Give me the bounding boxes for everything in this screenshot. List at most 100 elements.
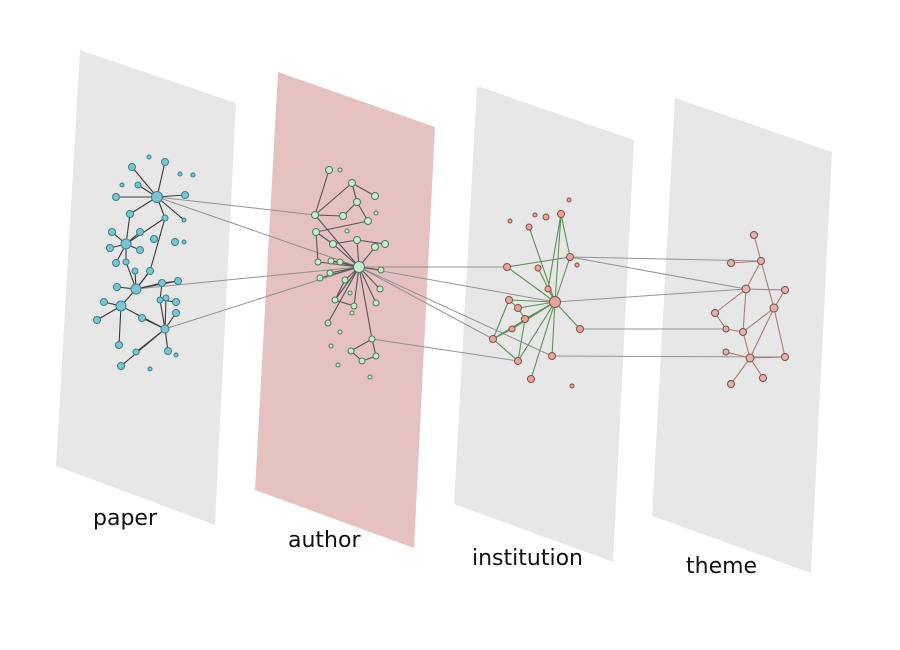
institution-node bbox=[566, 197, 572, 203]
paper-node bbox=[162, 294, 170, 302]
institution-edge bbox=[492, 338, 519, 362]
paper-node bbox=[126, 210, 134, 218]
author-node bbox=[348, 179, 356, 187]
paper-node bbox=[128, 163, 136, 171]
author-node bbox=[364, 217, 372, 225]
paper-network bbox=[93, 154, 196, 372]
inter-layer-edge bbox=[164, 266, 360, 330]
paper-node bbox=[150, 235, 158, 243]
institution-edge bbox=[506, 266, 556, 303]
paper-node bbox=[122, 258, 130, 266]
theme-edge bbox=[730, 357, 751, 385]
paper-node bbox=[172, 309, 180, 317]
institution-edge bbox=[547, 213, 562, 290]
institution-node bbox=[521, 315, 529, 323]
author-node bbox=[341, 276, 349, 284]
theme-node bbox=[741, 284, 751, 294]
author-edge bbox=[327, 266, 360, 324]
theme-edge bbox=[773, 307, 786, 358]
institution-node bbox=[569, 383, 575, 389]
institution-node bbox=[514, 304, 522, 312]
author-node bbox=[358, 357, 366, 365]
theme-edge bbox=[749, 307, 775, 359]
paper-node bbox=[171, 238, 179, 246]
author-node bbox=[327, 257, 335, 265]
author-edge bbox=[315, 220, 369, 233]
author-node bbox=[311, 211, 319, 219]
institution-node bbox=[576, 325, 584, 333]
paper-edge bbox=[125, 217, 166, 245]
author-edge bbox=[350, 338, 373, 352]
paper-edge bbox=[118, 305, 122, 346]
author-network bbox=[311, 166, 389, 380]
author-node bbox=[371, 243, 379, 251]
paper-node bbox=[112, 193, 120, 201]
author-node bbox=[349, 310, 355, 316]
institution-node bbox=[525, 223, 533, 231]
paper-node bbox=[172, 298, 180, 306]
author-node bbox=[316, 274, 324, 282]
author-node bbox=[376, 285, 384, 293]
paper-node bbox=[160, 324, 170, 334]
layer-labels: paper author institution theme bbox=[93, 506, 757, 579]
paper-node bbox=[158, 279, 166, 287]
paper-node bbox=[151, 191, 163, 203]
inter-layer-edge bbox=[358, 266, 494, 340]
author-node bbox=[353, 236, 361, 244]
theme-edge bbox=[714, 288, 747, 314]
theme-node bbox=[722, 348, 730, 356]
author-node bbox=[377, 266, 385, 274]
paper-node bbox=[119, 182, 125, 188]
theme-node bbox=[759, 374, 767, 382]
theme-node bbox=[711, 309, 719, 317]
author-node bbox=[312, 228, 320, 236]
theme-node bbox=[745, 353, 755, 363]
paper-edge bbox=[131, 166, 158, 198]
inter-layer-edge bbox=[358, 266, 553, 357]
institution-node bbox=[566, 253, 574, 261]
paper-node bbox=[115, 341, 123, 349]
paper-node bbox=[113, 283, 121, 291]
institution-node bbox=[542, 213, 550, 221]
theme-edge bbox=[742, 288, 747, 333]
institution-node bbox=[489, 335, 497, 343]
author-edge bbox=[353, 266, 360, 307]
paper-edge bbox=[120, 328, 166, 367]
author-node bbox=[326, 269, 334, 277]
author-node bbox=[367, 374, 373, 380]
paper-node bbox=[100, 298, 108, 306]
author-edge bbox=[356, 239, 386, 245]
institution-edge bbox=[517, 301, 556, 309]
author-edge bbox=[314, 214, 360, 268]
author-edge bbox=[358, 266, 377, 304]
institution-edge bbox=[530, 301, 556, 380]
institution-node bbox=[548, 352, 556, 360]
institution-edge bbox=[508, 299, 556, 303]
author-node bbox=[331, 296, 339, 304]
paper-node bbox=[130, 283, 142, 295]
author-node bbox=[339, 212, 347, 220]
author-edge bbox=[358, 266, 373, 340]
institution-edge bbox=[492, 299, 510, 340]
paper-node bbox=[132, 348, 140, 356]
author-node bbox=[336, 258, 344, 266]
author-node bbox=[350, 302, 358, 310]
theme-node bbox=[722, 325, 730, 333]
institution-node bbox=[527, 375, 535, 383]
paper-node bbox=[146, 267, 154, 275]
paper-layer-label: paper bbox=[93, 506, 158, 531]
paper-node bbox=[181, 191, 189, 199]
paper-node bbox=[174, 277, 182, 285]
inter-layer-edge bbox=[569, 256, 747, 290]
institution-node bbox=[505, 296, 513, 304]
author-node bbox=[372, 352, 380, 360]
institution-node bbox=[549, 296, 561, 308]
paper-node bbox=[161, 158, 169, 166]
institution-network bbox=[489, 197, 584, 389]
inter-layer-edge bbox=[554, 288, 747, 303]
theme-edge bbox=[753, 234, 762, 262]
author-layer-plane bbox=[255, 72, 435, 548]
institution-edge bbox=[554, 213, 562, 303]
